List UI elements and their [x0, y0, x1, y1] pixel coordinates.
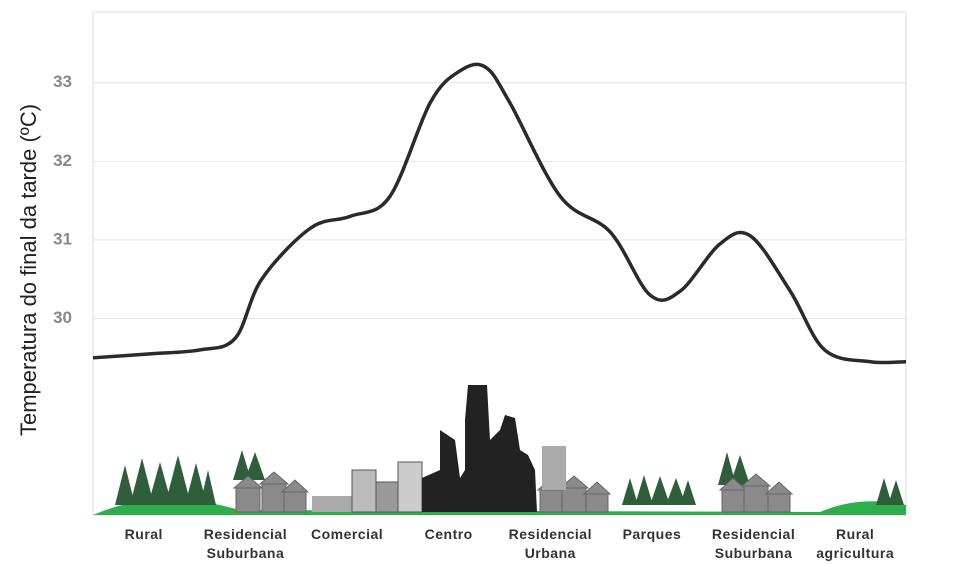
illustration	[93, 385, 906, 515]
x-tick-label: Rural agricultura	[816, 526, 895, 561]
x-tick-label: Comercial	[310, 526, 384, 542]
y-tick-label: 30	[53, 308, 72, 327]
y-tick-label: 31	[53, 229, 72, 248]
x-tick-label: Parques	[622, 526, 682, 542]
x-tick-label: Residencial Suburbana	[711, 526, 796, 561]
temperature-line	[92, 62, 907, 365]
x-tick-label: Centro	[424, 526, 473, 542]
x-tick-label: Residencial Suburbana	[203, 526, 288, 561]
x-tick-label: Residencial Urbana	[508, 526, 592, 561]
y-axis-label: Temperatura do final da tarde (ºC)	[16, 104, 41, 436]
y-tick-label: 32	[53, 151, 72, 170]
y-tick-label: 33	[53, 72, 72, 91]
x-tick-label: Rural	[124, 526, 163, 542]
